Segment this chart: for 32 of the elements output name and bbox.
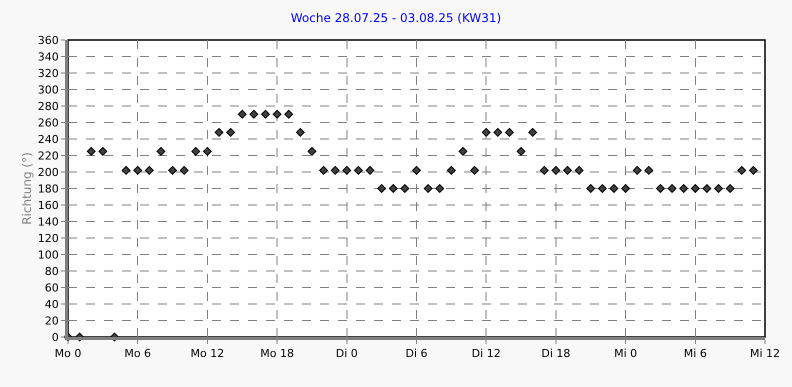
x-tick-label: Mo 18 <box>260 347 294 360</box>
x-tick-label: Mi 0 <box>614 347 638 360</box>
y-tick-label: 240 <box>38 132 59 146</box>
x-tick-label: Mi 12 <box>750 347 780 360</box>
y-tick-label: 320 <box>38 66 59 80</box>
y-tick-label: 340 <box>38 50 59 64</box>
y-tick-label: 60 <box>44 281 59 294</box>
x-tick-label: Di 12 <box>472 347 501 360</box>
x-tick-label: Mo 12 <box>190 347 224 360</box>
y-tick-label: 80 <box>44 264 59 278</box>
y-tick-label: 220 <box>38 149 59 162</box>
y-tick-label: 160 <box>38 198 59 212</box>
y-axis-title: Richtung (°) <box>20 152 34 225</box>
y-tick-label: 140 <box>38 215 59 228</box>
y-tick-label: 100 <box>38 248 59 262</box>
x-tick-label: Mo 6 <box>124 347 152 360</box>
y-tick-label: 200 <box>38 166 59 179</box>
y-tick-label: 280 <box>38 100 59 113</box>
x-tick-label: Di 18 <box>541 347 570 360</box>
y-tick-label: 180 <box>38 182 59 196</box>
x-tick-label: Di 6 <box>405 347 428 360</box>
y-tick-label: 360 <box>38 34 59 47</box>
x-tick-label: Mi 6 <box>684 347 707 360</box>
y-tick-label: 20 <box>44 314 59 328</box>
y-tick-label: 0 <box>52 330 59 344</box>
y-tick-label: 260 <box>38 116 59 130</box>
y-tick-label: 120 <box>38 232 59 245</box>
x-tick-label: Mo 0 <box>54 347 82 360</box>
y-tick-label: 40 <box>44 298 59 311</box>
x-tick-label: Di 0 <box>336 347 358 360</box>
y-tick-label: 300 <box>38 83 59 96</box>
chart-title: Woche 28.07.25 - 03.08.25 (KW31) <box>290 10 502 25</box>
